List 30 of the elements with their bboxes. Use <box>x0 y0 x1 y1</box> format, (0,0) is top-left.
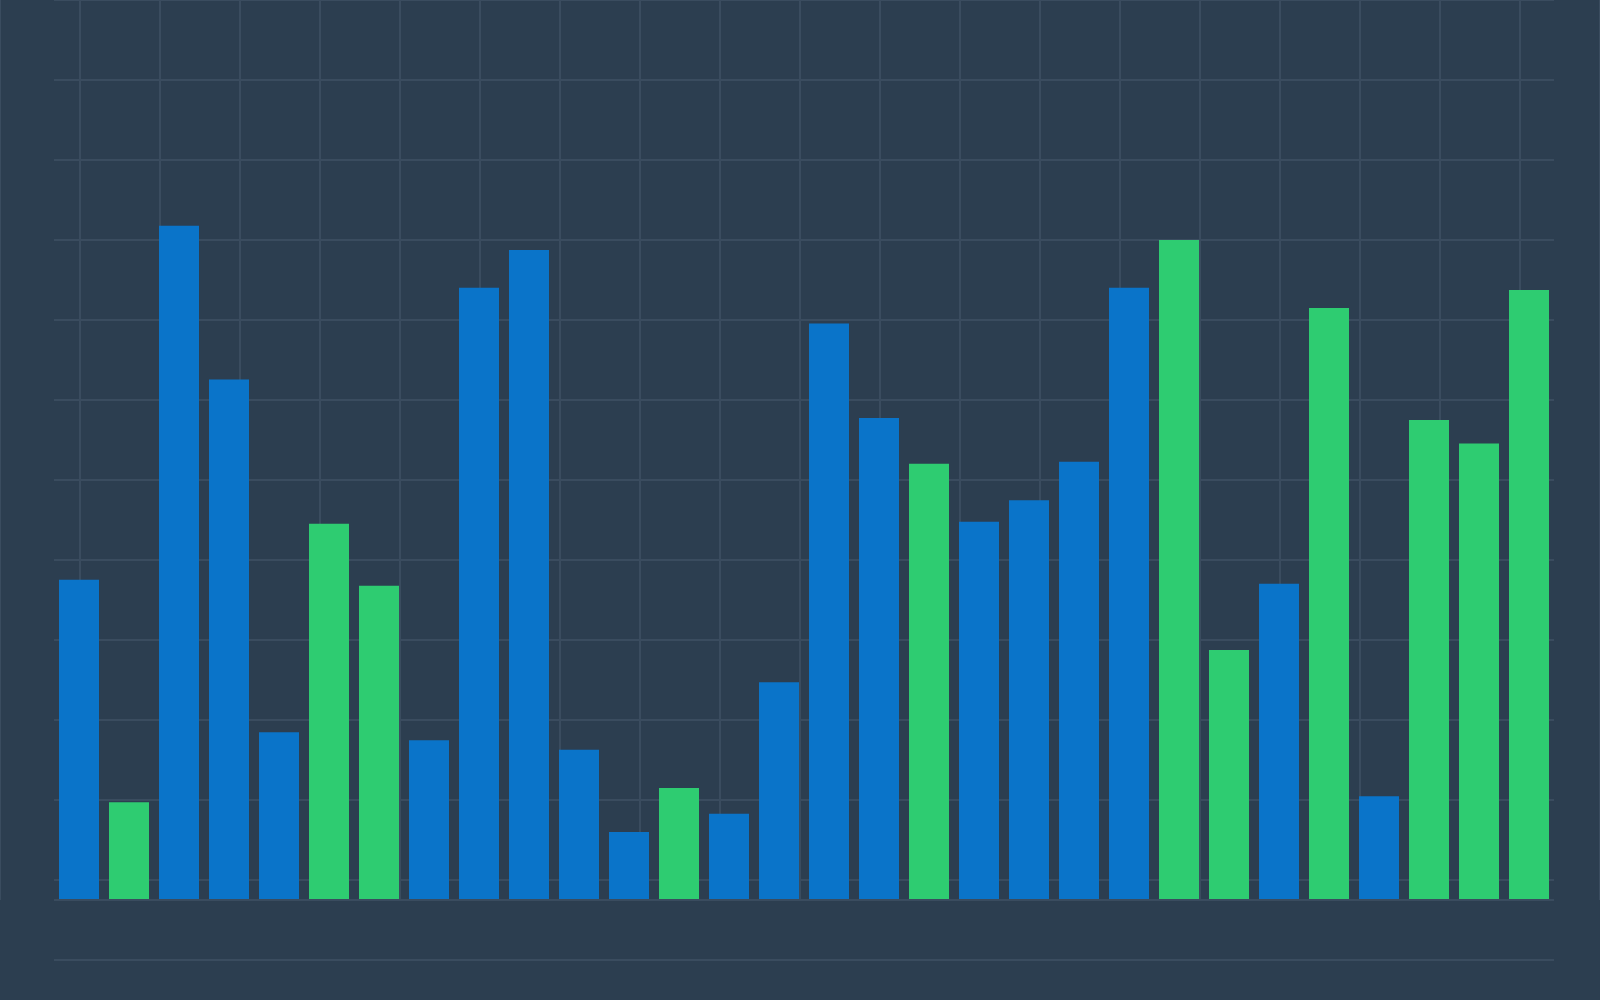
bar <box>1509 289 1549 900</box>
bar <box>309 523 349 900</box>
bar <box>159 225 199 900</box>
bar <box>1109 287 1149 900</box>
bar <box>909 463 949 900</box>
bar <box>1009 500 1049 900</box>
bar <box>659 788 699 900</box>
bar <box>1259 583 1299 900</box>
bar <box>409 740 449 900</box>
bar <box>359 585 399 900</box>
bar <box>109 802 149 900</box>
bar <box>559 749 599 900</box>
bar <box>1359 796 1399 900</box>
bar <box>709 813 749 900</box>
bar <box>759 682 799 900</box>
bar <box>809 323 849 900</box>
bar <box>459 287 499 900</box>
bar <box>859 417 899 900</box>
bar <box>59 579 99 900</box>
bar <box>1059 461 1099 900</box>
bar <box>959 521 999 900</box>
bar <box>1409 420 1449 900</box>
bar <box>1209 649 1249 900</box>
bar <box>259 732 299 900</box>
bar <box>209 379 249 900</box>
bar <box>1159 240 1199 900</box>
bar <box>1459 443 1499 900</box>
bar <box>1309 308 1349 900</box>
bar <box>609 831 649 900</box>
bar <box>509 250 549 900</box>
